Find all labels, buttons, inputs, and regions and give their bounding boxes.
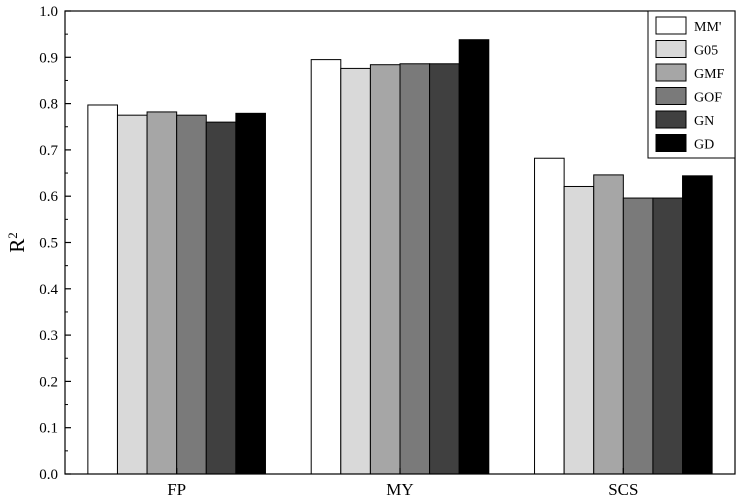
legend-label: G05 [694,44,718,59]
legend-label: MM' [694,20,721,35]
bar-scs-g05 [563,185,595,475]
bar-scs-gn [652,197,684,475]
bar-scs-gd [682,175,713,475]
y-axis-title: R2 [5,232,30,253]
x-category-label: MY [386,480,413,499]
legend-label: GN [694,114,714,129]
y-tick-label: 0.6 [39,189,58,205]
bar-my-g05 [340,67,371,475]
y-tick-label: 0.0 [39,467,58,483]
bar-fp-gn [205,121,237,475]
bars-group [87,39,713,475]
bar-my-gn [429,63,460,475]
y-tick-label: 0.4 [39,282,58,298]
y-tick-label: 0.3 [39,328,58,344]
bar-fp-mm [87,104,118,475]
bar-fp-gmf [146,111,178,475]
bar-my-gmf [369,64,401,475]
bar-scs-gof [622,197,654,475]
y-axis-title-base: R [5,239,29,253]
x-category-label: FP [167,480,186,499]
x-axis-labels: FP MY SCS [167,468,638,499]
bar-scs-gmf [593,174,624,475]
y-tick-label: 0.7 [39,143,58,159]
y-tick-label: 0.8 [39,97,58,113]
bar-fp-gof [176,114,207,475]
plot-frame [64,10,736,475]
legend-label: GD [694,138,714,153]
legend-swatch [655,40,687,58]
legend-box [647,10,736,159]
y-tick-label: 0.5 [39,236,58,252]
bar-my-gof [399,63,431,475]
legend-label: GOF [694,91,722,106]
bar-my-mm [310,59,342,475]
x-category-label: SCS [608,480,638,499]
bar-scs-mm [534,157,565,475]
legend-swatch [655,87,687,105]
y-tick-label: 0.9 [39,50,58,66]
y-axis-ticks: 0.0 0.1 0.2 0.3 0.4 0.5 0.6 0.7 0.8 0.9 1.0 [39,4,71,483]
bar-fp-gd [235,112,266,475]
legend-swatch [655,16,687,35]
y-tick-label: 0.2 [39,374,58,390]
legend-swatch [655,63,687,82]
bar-my-gd [458,39,490,475]
legend-swatch [655,134,687,152]
y-tick-label: 1.0 [39,4,58,20]
legend-swatch [655,110,687,129]
y-axis-title-superscript: 2 [5,232,20,239]
legend: MM' G05 GMF GOF GN GD [647,10,736,159]
bar-fp-g05 [116,114,148,475]
y-tick-label: 0.1 [39,421,58,437]
legend-label: GMF [694,67,725,82]
